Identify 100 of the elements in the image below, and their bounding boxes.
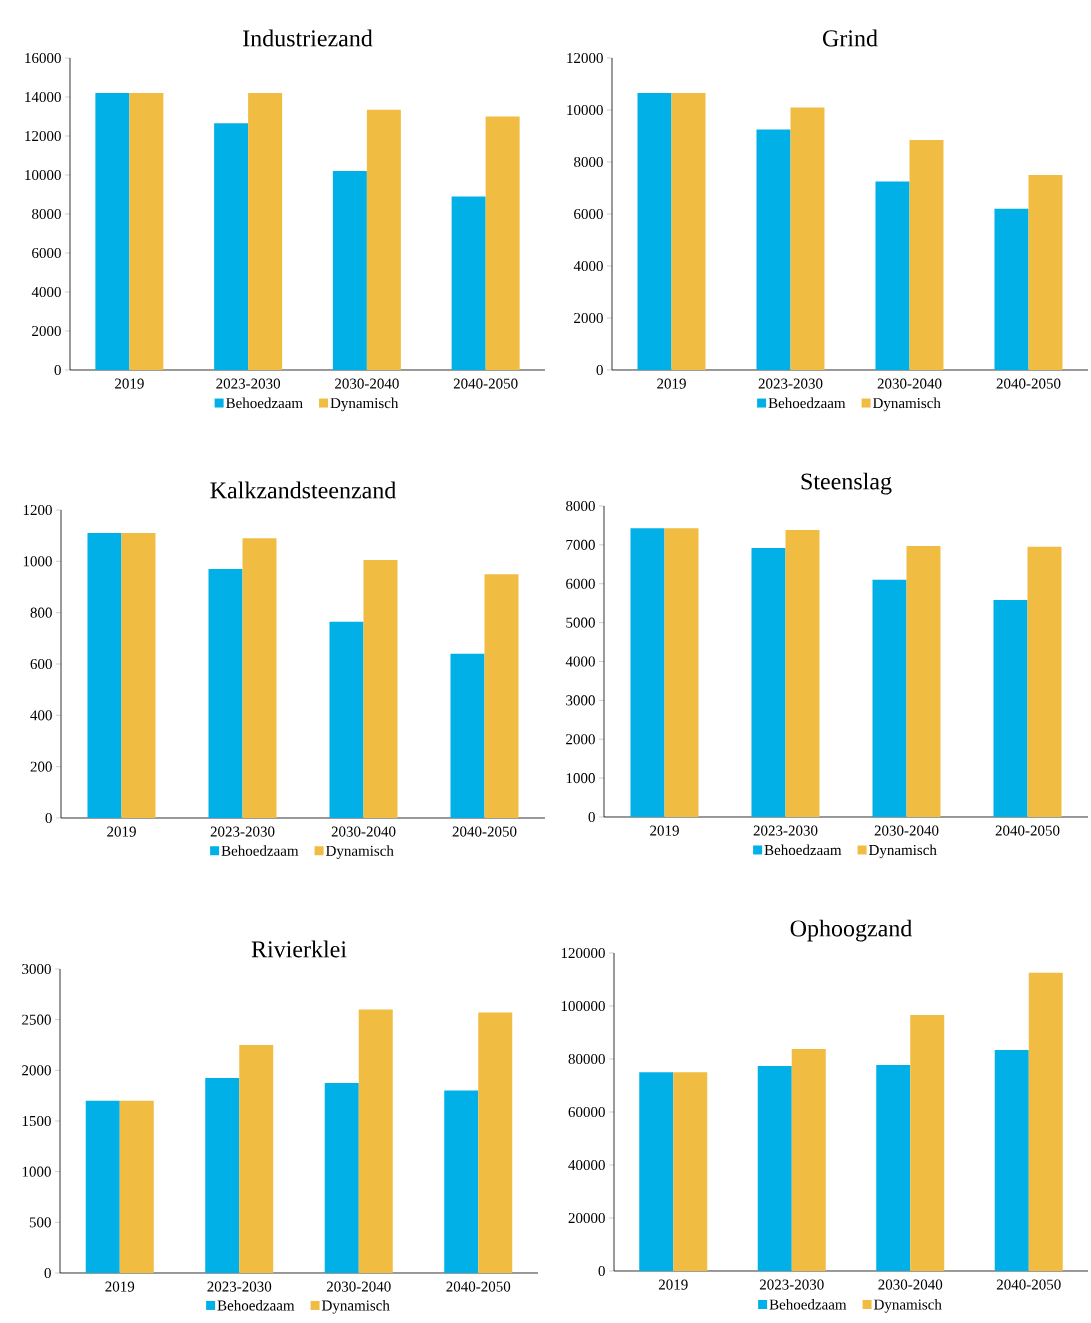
x-tick-label: 2030-2040 bbox=[874, 825, 939, 836]
legend-label: Behoedzaam bbox=[225, 397, 303, 409]
y-tick-label: 2500 bbox=[21, 1014, 51, 1025]
y-tick-label: 1500 bbox=[22, 1115, 51, 1127]
x-tick-label: 2023-2030 bbox=[753, 825, 818, 836]
bar bbox=[993, 600, 1028, 817]
y-tick-label: 8000 bbox=[565, 500, 595, 512]
y-tick-label: 0 bbox=[44, 1267, 51, 1279]
bar bbox=[444, 1090, 479, 1273]
y-tick-label: 6000 bbox=[31, 247, 61, 259]
y-tick-label: 3000 bbox=[22, 963, 51, 975]
bar bbox=[239, 1045, 274, 1273]
bar bbox=[906, 546, 941, 817]
bar bbox=[205, 1077, 240, 1273]
bar bbox=[910, 1015, 945, 1271]
bar bbox=[324, 1083, 359, 1273]
y-tick-label: 0 bbox=[588, 811, 595, 823]
x-tick-label: 2040-2050 bbox=[446, 1281, 511, 1292]
bar bbox=[358, 1009, 393, 1273]
y-tick-label: 12000 bbox=[25, 130, 61, 142]
chart-title: Rivierklei bbox=[251, 940, 347, 958]
y-tick-label: 800 bbox=[30, 607, 52, 618]
y-tick-label: 0 bbox=[596, 364, 603, 376]
x-tick-label: 2040-2050 bbox=[996, 378, 1061, 389]
bar bbox=[242, 538, 277, 818]
y-tick-label: 60000 bbox=[568, 1106, 605, 1118]
bar bbox=[450, 653, 485, 818]
y-tick-label: 6000 bbox=[573, 208, 603, 220]
y-tick-label: 200 bbox=[30, 761, 52, 772]
bar bbox=[485, 116, 520, 370]
y-tick-label: 12000 bbox=[567, 52, 603, 64]
bar bbox=[484, 574, 519, 818]
x-tick-label: 2040-2050 bbox=[995, 825, 1060, 836]
x-tick-label: 2019 bbox=[657, 378, 686, 389]
y-tick-label: 400 bbox=[30, 710, 52, 721]
chart-title: Ophoogzand bbox=[790, 919, 912, 942]
legend-label: Dynamisch bbox=[330, 397, 399, 412]
y-tick-label: 16000 bbox=[25, 52, 61, 64]
bar bbox=[247, 93, 282, 370]
legend-label: Behoedzaam bbox=[764, 844, 842, 856]
bar bbox=[637, 93, 672, 370]
y-tick-label: 10000 bbox=[567, 104, 603, 116]
y-tick-label: 6000 bbox=[565, 578, 595, 589]
legend-label: Behoedzaam bbox=[769, 1299, 847, 1310]
y-tick-label: 1000 bbox=[22, 1166, 51, 1177]
y-tick-label: 4000 bbox=[573, 260, 603, 272]
bar bbox=[478, 1012, 513, 1273]
y-tick-label: 0 bbox=[54, 364, 61, 376]
bar bbox=[1028, 174, 1063, 370]
y-tick-label: 1000 bbox=[566, 773, 595, 784]
y-tick-label: 4000 bbox=[565, 656, 595, 667]
y-tick-label: 500 bbox=[29, 1217, 51, 1228]
y-tick-label: 600 bbox=[30, 658, 52, 670]
x-tick-label: 2019 bbox=[114, 378, 144, 389]
bar bbox=[756, 129, 791, 370]
bar bbox=[876, 1065, 911, 1271]
y-tick-label: 1000 bbox=[23, 556, 52, 567]
y-tick-label: 14000 bbox=[25, 91, 61, 103]
y-tick-label: 2000 bbox=[21, 1065, 51, 1076]
bar bbox=[994, 208, 1029, 370]
bar bbox=[213, 123, 248, 370]
x-tick-label: 2023-2030 bbox=[759, 1279, 824, 1290]
x-tick-label: 2023-2030 bbox=[216, 378, 280, 389]
bar bbox=[785, 530, 820, 817]
x-tick-label: 2023-2030 bbox=[758, 378, 823, 389]
legend-label: Behoedzaam bbox=[221, 845, 299, 856]
bar bbox=[671, 93, 706, 370]
legend-label: Dynamisch bbox=[321, 1300, 390, 1314]
x-tick-label: 2040-2050 bbox=[453, 378, 518, 389]
y-tick-label: 7000 bbox=[566, 539, 595, 550]
legend-label: Dynamisch bbox=[868, 844, 937, 859]
y-tick-label: 2000 bbox=[573, 312, 603, 324]
y-tick-label: 1200 bbox=[23, 504, 52, 516]
bar bbox=[639, 1072, 674, 1271]
bar bbox=[332, 171, 367, 370]
bar bbox=[95, 93, 130, 370]
x-tick-label: 2030-2040 bbox=[878, 1279, 943, 1290]
y-tick-label: 10000 bbox=[25, 169, 61, 181]
bar bbox=[451, 196, 486, 370]
y-tick-label: 8000 bbox=[31, 208, 61, 220]
x-tick-label: 2030-2040 bbox=[334, 378, 399, 389]
bar bbox=[791, 1048, 826, 1271]
bar bbox=[366, 109, 401, 370]
bar bbox=[909, 139, 944, 370]
bar bbox=[85, 1100, 120, 1273]
bar bbox=[1028, 972, 1063, 1271]
legend-label: Behoedzaam bbox=[768, 397, 846, 409]
bar bbox=[129, 93, 164, 370]
y-tick-label: 40000 bbox=[568, 1159, 605, 1171]
bar bbox=[208, 569, 243, 818]
y-tick-label: 0 bbox=[45, 812, 52, 824]
bar bbox=[757, 1065, 792, 1271]
x-tick-label: 2030-2040 bbox=[331, 826, 396, 837]
bar bbox=[363, 560, 398, 818]
legend-label: Behoedzaam bbox=[217, 1300, 295, 1311]
y-tick-label: 0 bbox=[598, 1265, 605, 1277]
y-tick-label: 20000 bbox=[568, 1212, 605, 1224]
x-tick-label: 2019 bbox=[107, 826, 136, 837]
y-tick-label: 8000 bbox=[573, 156, 603, 168]
bar bbox=[121, 533, 156, 818]
